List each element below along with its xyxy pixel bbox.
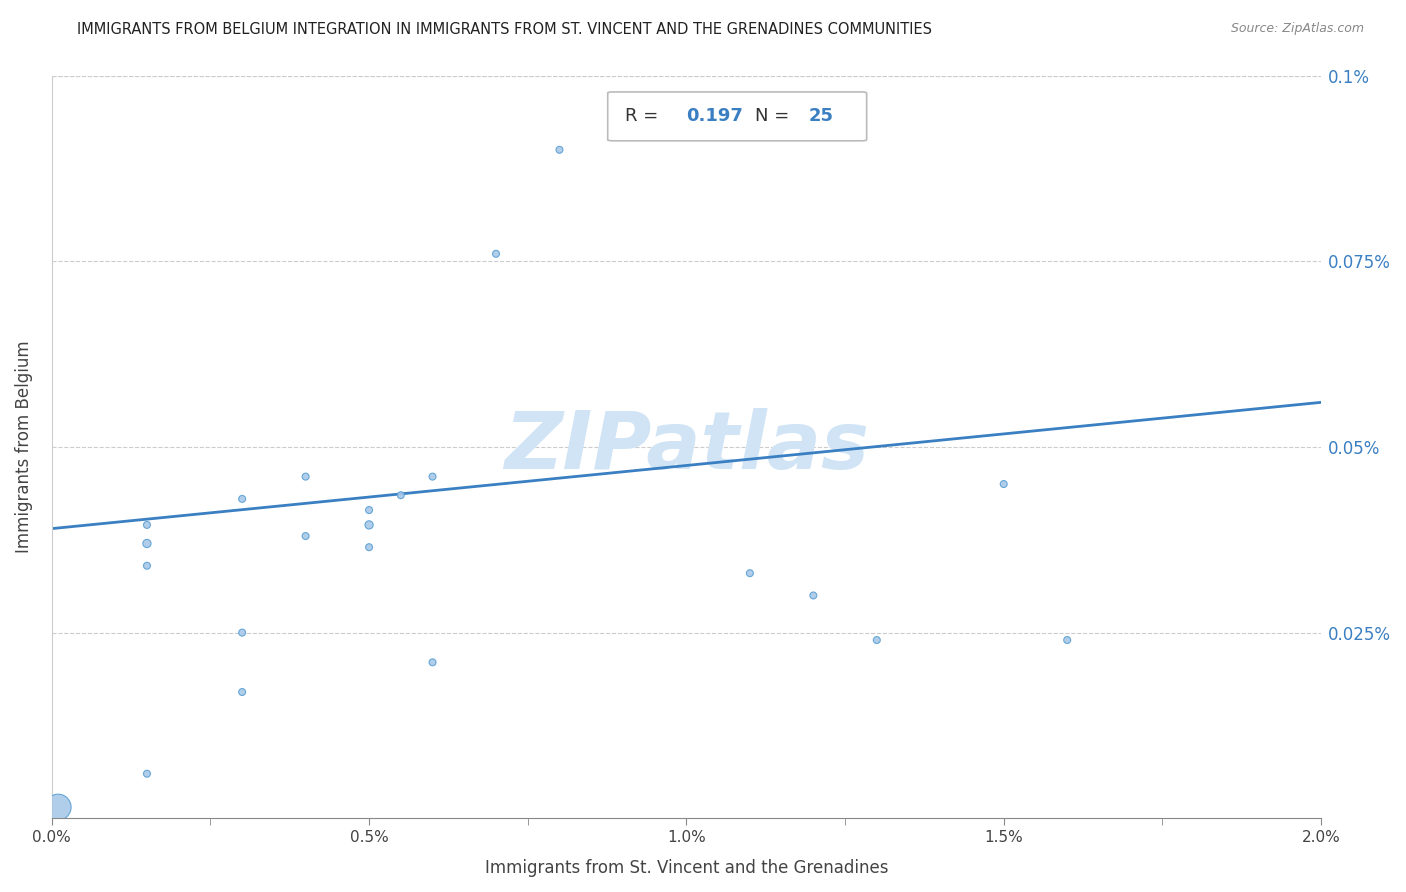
FancyBboxPatch shape bbox=[607, 92, 866, 141]
Point bbox=[389, 488, 412, 502]
Point bbox=[231, 491, 253, 506]
Point bbox=[294, 529, 316, 543]
Point bbox=[359, 517, 381, 532]
Point bbox=[801, 589, 824, 603]
Point bbox=[136, 766, 159, 780]
Point bbox=[422, 656, 444, 670]
Point bbox=[359, 503, 381, 517]
Point bbox=[136, 558, 159, 573]
Point bbox=[612, 113, 634, 128]
Point bbox=[1056, 633, 1078, 648]
Text: IMMIGRANTS FROM BELGIUM INTEGRATION IN IMMIGRANTS FROM ST. VINCENT AND THE GRENA: IMMIGRANTS FROM BELGIUM INTEGRATION IN I… bbox=[77, 22, 932, 37]
Point bbox=[359, 540, 381, 554]
Point bbox=[294, 469, 316, 483]
Text: N =: N = bbox=[755, 107, 794, 126]
Text: 25: 25 bbox=[808, 107, 834, 126]
X-axis label: Immigrants from St. Vincent and the Grenadines: Immigrants from St. Vincent and the Gren… bbox=[485, 859, 889, 877]
Point bbox=[231, 625, 253, 640]
Point bbox=[136, 536, 159, 550]
Point bbox=[485, 247, 508, 261]
Point bbox=[866, 633, 889, 648]
Point bbox=[231, 685, 253, 699]
Point bbox=[136, 517, 159, 532]
Point bbox=[422, 469, 444, 483]
Text: 0.197: 0.197 bbox=[686, 107, 744, 126]
Text: Source: ZipAtlas.com: Source: ZipAtlas.com bbox=[1230, 22, 1364, 36]
Point bbox=[548, 143, 571, 157]
Text: R =: R = bbox=[626, 107, 665, 126]
Point bbox=[46, 800, 69, 814]
Y-axis label: Immigrants from Belgium: Immigrants from Belgium bbox=[15, 341, 32, 553]
Point bbox=[993, 477, 1015, 491]
Point bbox=[738, 566, 761, 581]
Text: ZIPatlas: ZIPatlas bbox=[503, 408, 869, 486]
